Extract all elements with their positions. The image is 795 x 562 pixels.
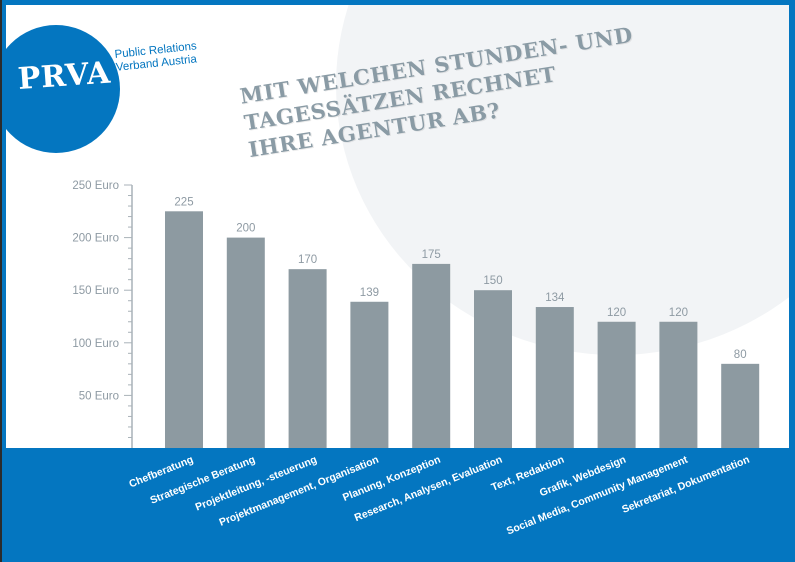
bar-value-label: 80 bbox=[734, 349, 747, 361]
bar-value-label: 120 bbox=[669, 307, 688, 319]
y-tick-label: 100 Euro bbox=[72, 338, 119, 350]
bar-value-label: 134 bbox=[545, 292, 565, 304]
bar bbox=[721, 363, 760, 448]
bar bbox=[597, 321, 636, 448]
y-tick-label: 250 Euro bbox=[72, 180, 119, 192]
chart-sheet: PRVA Public Relations Verband Austria MI… bbox=[6, 5, 789, 448]
bar bbox=[535, 307, 574, 448]
y-tick-label: 50 Euro bbox=[79, 390, 119, 402]
bar bbox=[226, 237, 265, 448]
bar-value-label: 225 bbox=[174, 196, 193, 208]
bar-value-label: 120 bbox=[607, 307, 626, 319]
bar bbox=[659, 321, 698, 448]
bar-value-label: 200 bbox=[236, 223, 255, 235]
bar bbox=[474, 290, 512, 448]
bar-value-label: 170 bbox=[298, 254, 317, 266]
bar-value-label: 139 bbox=[360, 287, 379, 299]
bar bbox=[288, 269, 327, 448]
bar bbox=[165, 211, 203, 448]
bar bbox=[350, 301, 389, 448]
bar bbox=[412, 263, 451, 448]
bar-value-label: 150 bbox=[483, 275, 502, 287]
bar-value-label: 175 bbox=[422, 249, 441, 261]
y-tick-label: 200 Euro bbox=[72, 233, 119, 245]
y-tick-label: 150 Euro bbox=[72, 285, 119, 297]
logo-badge bbox=[6, 25, 120, 153]
